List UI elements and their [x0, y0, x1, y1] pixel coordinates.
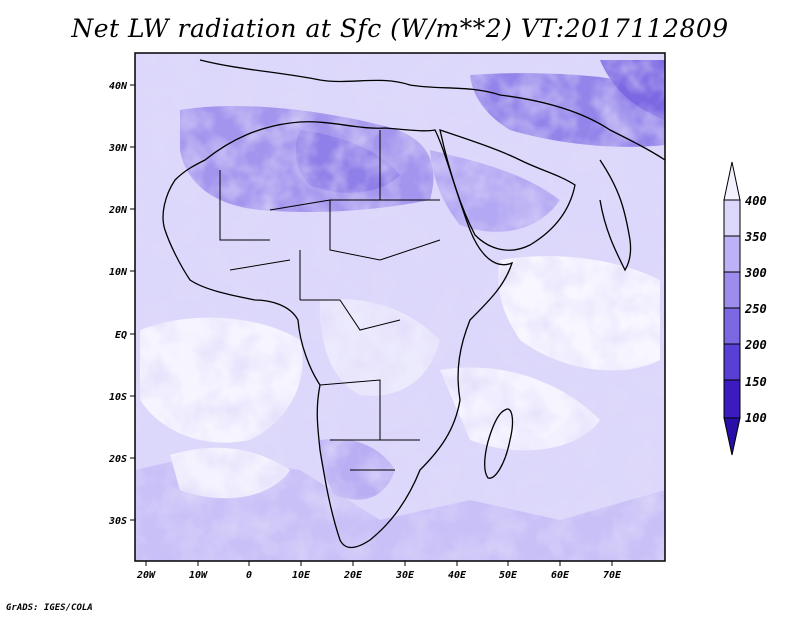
- lon-axis: 20W 10W 0 10E 20E 30E 40E 50E 60E 70E: [136, 561, 622, 581]
- colorbar-segment: [723, 307, 741, 345]
- lat-tick-label: 10N: [109, 267, 128, 278]
- lat-tick-label: 40N: [109, 81, 128, 92]
- lat-tick-label: EQ: [115, 330, 127, 341]
- coastlines: [162, 59, 665, 549]
- colorbar-label: 250: [744, 302, 767, 316]
- lat-tick-label: 30N: [108, 143, 128, 154]
- colorbar-label: 200: [744, 338, 767, 352]
- lat-tick-label: 10S: [109, 392, 127, 403]
- colorbar-segment: [723, 235, 741, 273]
- colorbar-segment: [723, 343, 741, 381]
- colorbar-label: 400: [745, 194, 767, 208]
- grads-credit: GrADS: IGES/COLA: [6, 603, 93, 613]
- colorbar-label: 300: [744, 266, 767, 280]
- lon-tick-label: 50E: [499, 570, 518, 581]
- arabia-coastline: [439, 129, 576, 251]
- lon-tick-label: 40E: [448, 570, 467, 581]
- india-coastline: [599, 159, 632, 272]
- lon-tick-label: 60E: [551, 570, 570, 581]
- colorbar-label: 100: [745, 411, 767, 425]
- colorbar-segment: [723, 271, 741, 309]
- colorbar-label: 350: [744, 230, 767, 244]
- africa-coastline: [162, 121, 514, 549]
- lon-tick-label: 70E: [603, 570, 622, 581]
- colorbar-top-arrow: [723, 161, 741, 201]
- lat-tick-label: 20S: [108, 454, 127, 465]
- lon-tick-label: 30E: [395, 570, 415, 581]
- colorbar-segment: [723, 199, 741, 237]
- lon-tick-label: 0: [246, 570, 252, 581]
- colorbar-bottom-arrow: [723, 417, 741, 456]
- colorbar: [723, 161, 741, 456]
- lon-tick-label: 10E: [292, 570, 311, 581]
- europe-coastline: [199, 59, 665, 161]
- colorbar-label: 150: [745, 375, 767, 389]
- madagascar-coastline: [484, 408, 514, 479]
- colorbar-labels: 100 150 200 250 300 350 400: [744, 194, 767, 425]
- radiation-field: [135, 53, 665, 561]
- chart-title: Net LW radiation at Sfc (W/m**2) VT:2017…: [71, 14, 729, 43]
- lat-axis: 40N 30N 20N 10N EQ 10S 20S 30S: [108, 81, 135, 527]
- lat-tick-label: 30S: [108, 516, 127, 527]
- lon-tick-label: 20E: [343, 570, 363, 581]
- lon-tick-label: 10W: [189, 570, 208, 581]
- lon-tick-label: 20W: [136, 570, 156, 581]
- colorbar-segment: [723, 379, 741, 419]
- map-frame: [134, 52, 666, 562]
- lat-tick-label: 20N: [108, 205, 128, 216]
